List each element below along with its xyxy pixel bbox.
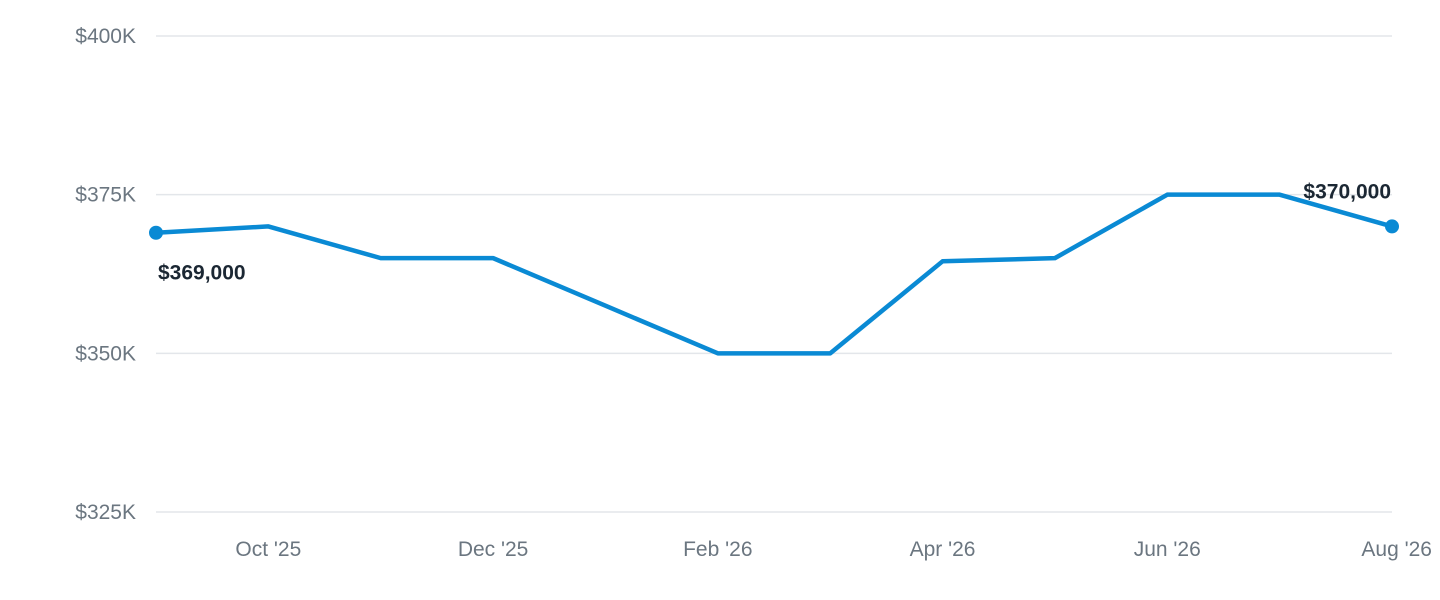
grid-layer [156,35,1392,513]
series-line [153,192,1395,356]
x-axis: Oct '25 Dec '25 Feb '26 Apr '26 Jun '26 Aug '… [235,538,1432,561]
data-label: $369,000 [158,262,246,285]
series-layer [153,192,1395,356]
x-tick-label: Jun '26 [1134,538,1201,561]
endpoint-marker [1385,219,1399,234]
endpoint-marker [149,225,163,240]
x-tick-label: Oct '25 [235,538,301,561]
x-tick-label: Apr '26 [910,538,976,561]
y-axis: $400K $375K $350K $325K [75,25,136,524]
data-label: $370,000 [1303,180,1391,203]
x-tick-label: Aug '26 [1361,538,1432,561]
y-tick-label: $400K [75,25,136,48]
y-tick-label: $375K [75,184,136,207]
y-tick-label: $325K [75,501,136,524]
x-tick-label: Feb '26 [683,538,752,561]
annotation-layer: $369,000 $370,000 [149,180,1399,285]
x-tick-label: Dec '25 [458,538,529,561]
y-tick-label: $350K [75,342,136,365]
